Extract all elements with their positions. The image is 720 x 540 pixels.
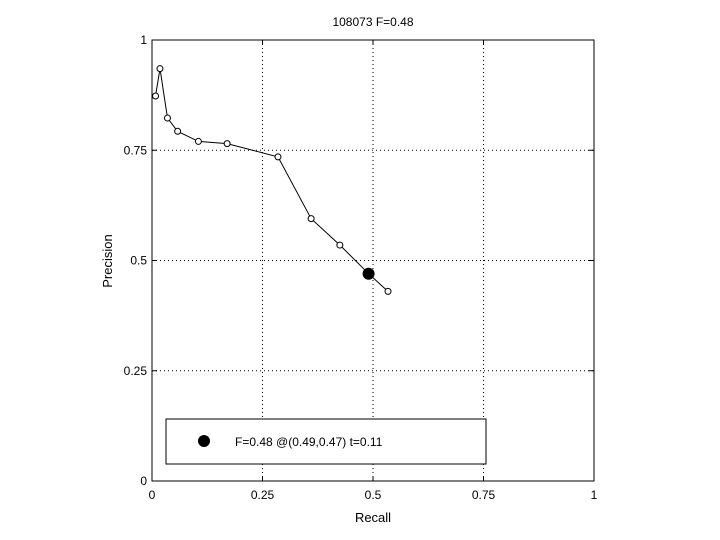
data-point xyxy=(156,65,164,73)
x-tick-label: 0.25 xyxy=(251,488,275,502)
y-axis-label: Precision xyxy=(100,234,115,287)
best-f-point xyxy=(362,267,375,280)
y-tick-label: 0 xyxy=(140,474,147,488)
legend-entry: F=0.48 @(0.49,0.47) t=0.11 xyxy=(235,435,383,449)
data-point xyxy=(336,241,344,249)
chart-title: 108073 F=0.48 xyxy=(332,15,413,29)
data-point xyxy=(152,92,160,100)
y-tick-label: 1 xyxy=(140,33,147,47)
x-tick-label: 0 xyxy=(149,488,156,502)
x-tick-label: 0.75 xyxy=(472,488,496,502)
data-point xyxy=(174,127,182,135)
data-point xyxy=(163,114,171,122)
x-axis-label: Recall xyxy=(355,510,391,525)
y-tick-label: 0.75 xyxy=(124,143,148,157)
series-layer xyxy=(152,65,392,295)
data-point xyxy=(274,153,282,161)
legend: F=0.48 @(0.49,0.47) t=0.11 xyxy=(165,418,487,465)
legend-box xyxy=(165,418,487,465)
data-point xyxy=(307,215,315,223)
data-point xyxy=(194,137,202,145)
y-tick-label: 0.25 xyxy=(124,364,148,378)
axis-ticks: 0 0.25 0.5 0.75 1 0 0.25 0.5 0.75 1 xyxy=(124,33,598,502)
legend-marker xyxy=(198,435,210,447)
x-tick-label: 1 xyxy=(591,488,598,502)
x-tick-label: 0.5 xyxy=(365,488,382,502)
data-point xyxy=(384,287,392,295)
data-point xyxy=(223,140,231,148)
y-tick-label: 0.5 xyxy=(130,254,147,268)
grid xyxy=(152,40,594,481)
